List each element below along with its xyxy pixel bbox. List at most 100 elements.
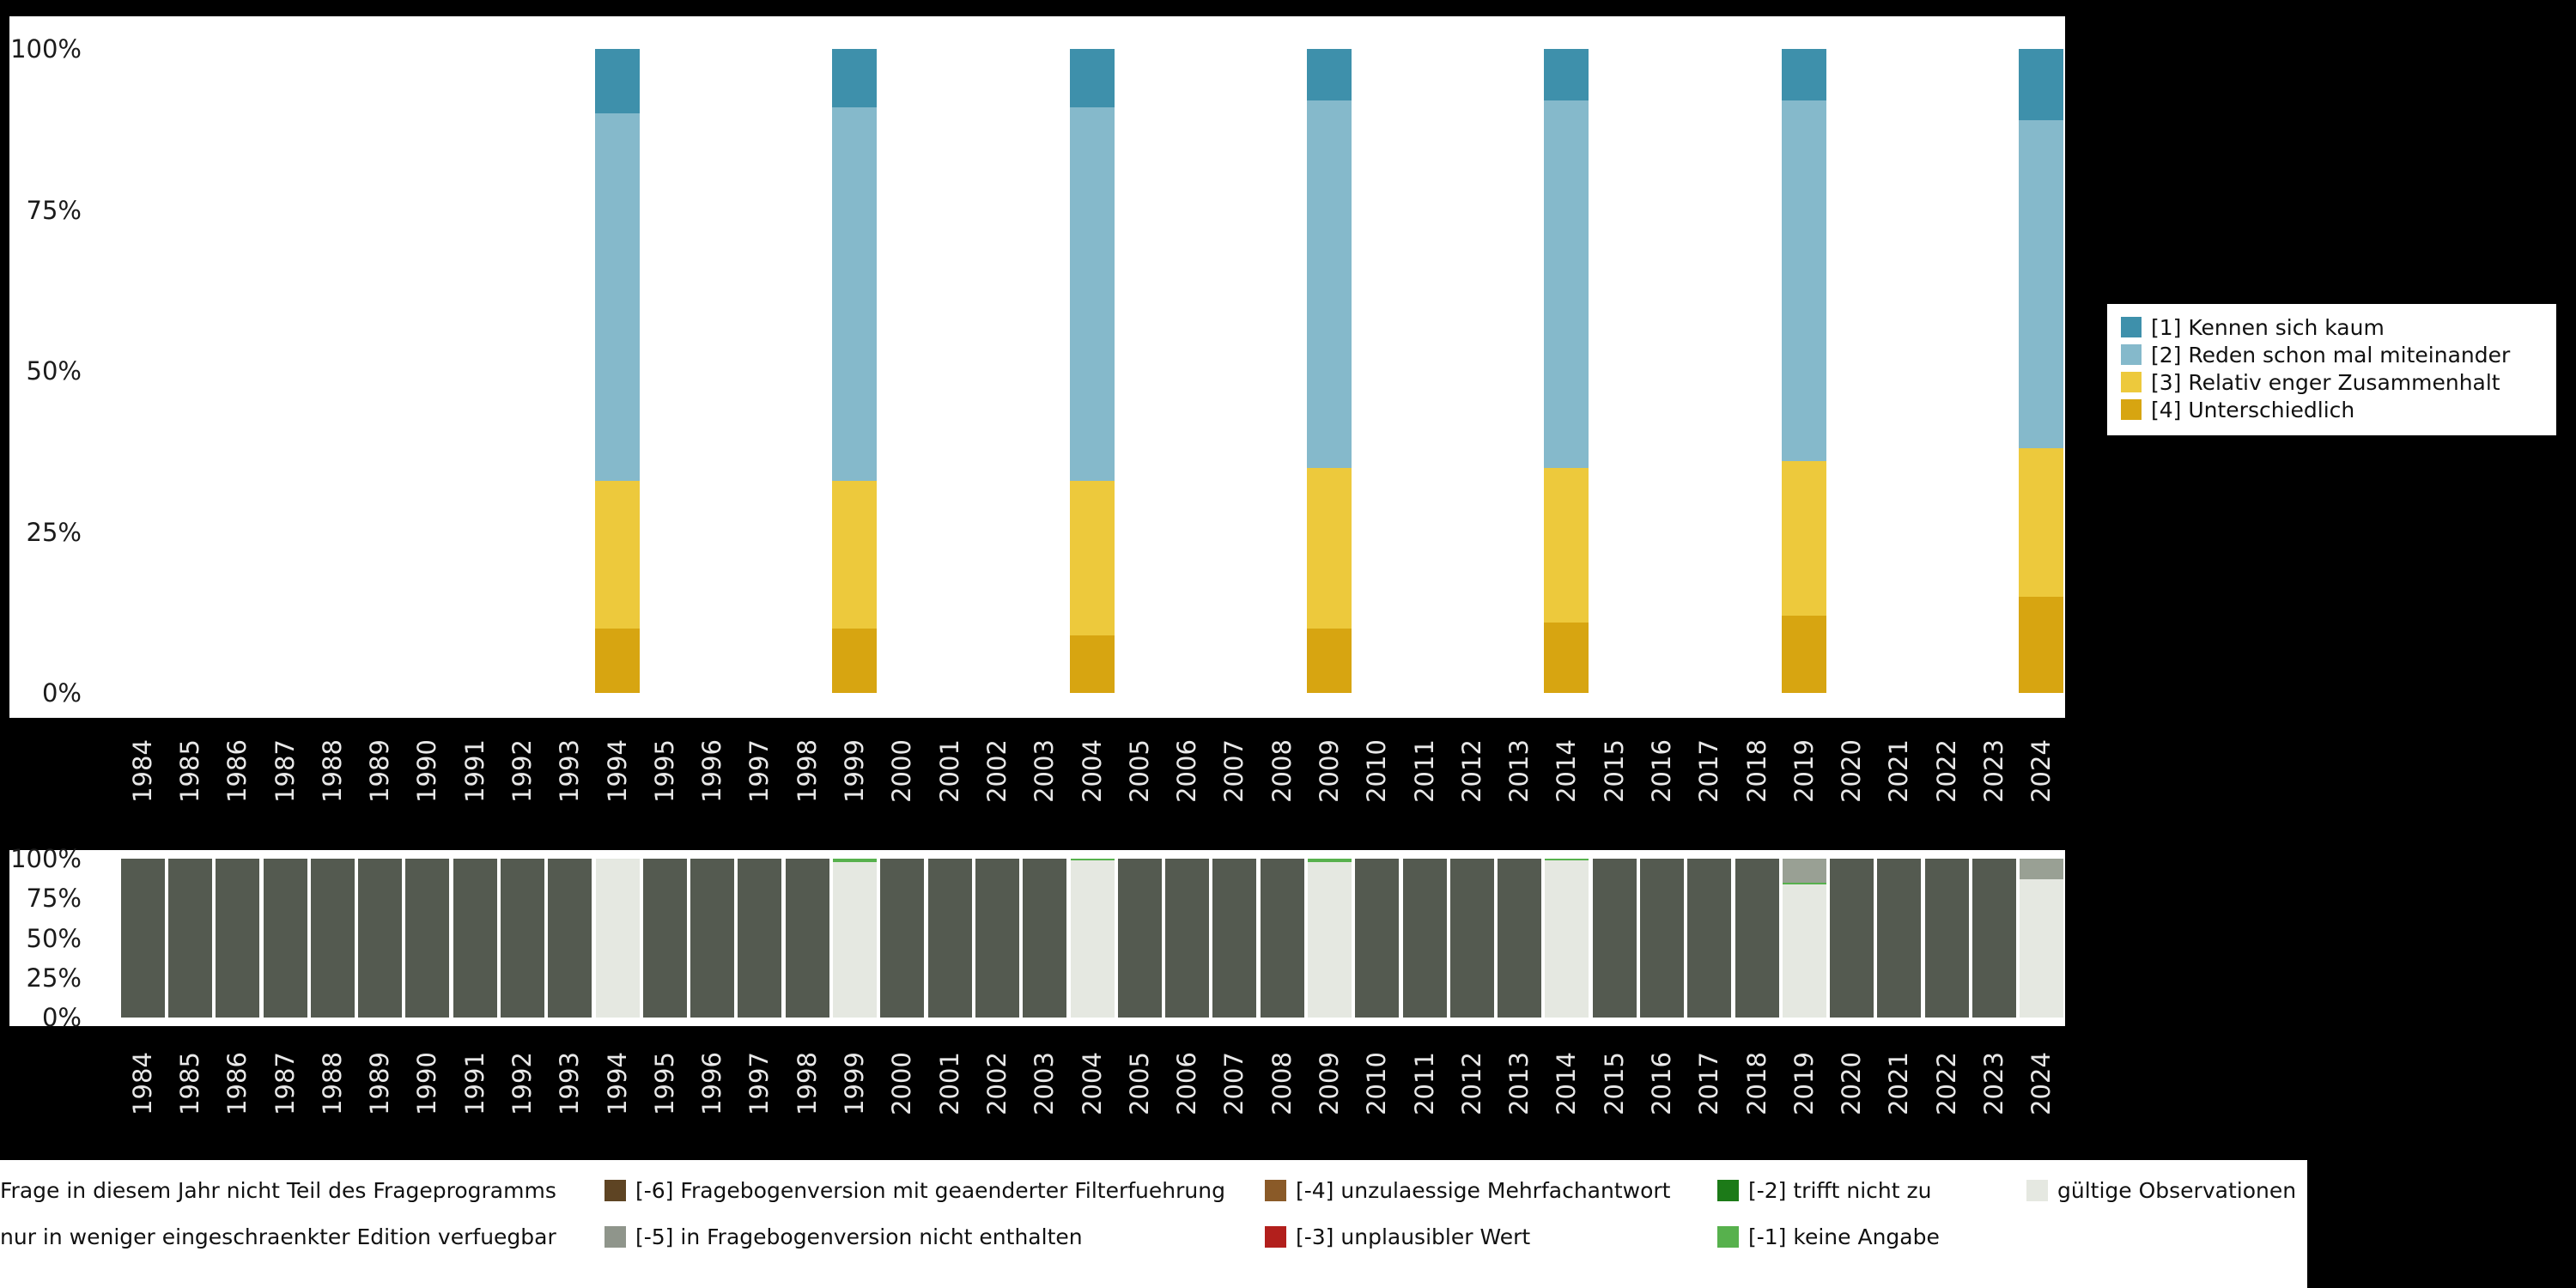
main-legend-item[interactable]: [2] Reden schon mal miteinander bbox=[2121, 341, 2543, 368]
missings-bar-segment[interactable] bbox=[358, 859, 403, 1018]
missings-legend-item: [-6] Fragebogenversion mit geaenderter F… bbox=[605, 1177, 1225, 1203]
legend-item-label: [3] Relativ enger Zusammenhalt bbox=[2151, 369, 2500, 395]
missings-bar-segment[interactable] bbox=[1545, 859, 1589, 860]
main-legend-item[interactable]: [1] Kennen sich kaum bbox=[2121, 313, 2543, 341]
missings-bar-segment[interactable] bbox=[1830, 859, 1874, 1018]
missings-bar-segment[interactable] bbox=[1735, 859, 1779, 1018]
missings-chart-year-label: 2017 bbox=[1694, 1052, 1724, 1115]
main-legend-item[interactable]: [3] Relativ enger Zusammenhalt bbox=[2121, 368, 2543, 396]
main-bar-segment[interactable] bbox=[594, 113, 640, 481]
main-bar-segment[interactable] bbox=[2019, 49, 2064, 120]
missings-bar-segment[interactable] bbox=[405, 859, 450, 1018]
main-bar-segment[interactable] bbox=[1781, 100, 1826, 461]
missings-bar-segment[interactable] bbox=[548, 859, 592, 1018]
missings-bar-segment[interactable] bbox=[500, 859, 544, 1018]
main-bar-segment[interactable] bbox=[594, 629, 640, 693]
missings-chart-year-label: 2010 bbox=[1362, 1052, 1392, 1115]
missings-bar-segment[interactable] bbox=[216, 859, 260, 1018]
main-bar-segment[interactable] bbox=[832, 106, 878, 481]
main-bar-segment[interactable] bbox=[594, 49, 640, 113]
missings-bar-segment[interactable] bbox=[1545, 860, 1589, 1018]
missings-bar-segment[interactable] bbox=[1687, 859, 1732, 1018]
missings-bar-segment[interactable] bbox=[1307, 859, 1352, 862]
missings-bar-segment[interactable] bbox=[738, 859, 782, 1018]
main-bar-segment[interactable] bbox=[1069, 635, 1115, 693]
main-chart-year-label: 2017 bbox=[1694, 739, 1724, 803]
missings-bar-segment[interactable] bbox=[1260, 859, 1304, 1018]
missings-bar-segment[interactable] bbox=[1972, 859, 2017, 1018]
missings-bar-segment[interactable] bbox=[1640, 859, 1684, 1018]
main-chart-year-label: 1997 bbox=[744, 739, 775, 803]
missings-bar-segment[interactable] bbox=[927, 859, 972, 1018]
missings-chart-year-label: 1987 bbox=[270, 1052, 300, 1115]
missings-bar-segment[interactable] bbox=[833, 861, 878, 1018]
missings-bar-segment[interactable] bbox=[1924, 859, 1969, 1018]
main-bar-segment[interactable] bbox=[1544, 100, 1589, 468]
missings-bar-segment[interactable] bbox=[1070, 859, 1115, 860]
main-bar-segment[interactable] bbox=[832, 480, 878, 629]
main-bar-segment[interactable] bbox=[2019, 596, 2064, 693]
missings-bar-segment[interactable] bbox=[453, 859, 497, 1018]
missings-bar-segment[interactable] bbox=[167, 859, 212, 1018]
main-bar-segment[interactable] bbox=[1781, 616, 1826, 693]
main-bar-segment[interactable] bbox=[832, 629, 878, 693]
main-bar-segment[interactable] bbox=[2019, 119, 2064, 448]
missings-chart-year-label: 2023 bbox=[1979, 1052, 2009, 1115]
main-bar-segment[interactable] bbox=[1306, 100, 1352, 468]
missings-bar-segment[interactable] bbox=[1498, 859, 1542, 1018]
main-bar-segment[interactable] bbox=[1069, 106, 1115, 481]
missings-legend-item: [-3] unplausibler Wert bbox=[1265, 1224, 1530, 1249]
missings-bar-segment[interactable] bbox=[690, 859, 735, 1018]
main-chart-year-label: 2014 bbox=[1552, 739, 1582, 803]
main-bar-segment[interactable] bbox=[1544, 622, 1589, 693]
missings-bar-segment[interactable] bbox=[310, 859, 355, 1018]
missings-bar-segment[interactable] bbox=[1782, 882, 1826, 884]
main-bar-segment[interactable] bbox=[1306, 467, 1352, 629]
missings-bar-segment[interactable] bbox=[1212, 859, 1257, 1018]
missings-legend-item: Frage in diesem Jahr nicht Teil des Frag… bbox=[0, 1177, 556, 1203]
missings-chart-year-label: 2024 bbox=[2026, 1052, 2057, 1115]
missings-bar-segment[interactable] bbox=[120, 859, 165, 1018]
missings-bar-segment[interactable] bbox=[1070, 860, 1115, 1018]
missings-bar-segment[interactable] bbox=[2020, 859, 2064, 880]
missings-bar-segment[interactable] bbox=[1782, 859, 1826, 883]
main-bar-segment[interactable] bbox=[1306, 629, 1352, 693]
main-legend-item[interactable]: [4] Unterschiedlich bbox=[2121, 396, 2543, 423]
missings-bar-segment[interactable] bbox=[1165, 859, 1210, 1018]
missings-bar-segment[interactable] bbox=[833, 859, 878, 862]
missings-bar-segment[interactable] bbox=[1355, 859, 1400, 1018]
missings-chart-ytick-label: 25% bbox=[26, 963, 82, 993]
missings-legend-item: [-4] unzulaessige Mehrfachantwort bbox=[1265, 1177, 1670, 1203]
missings-chart-year-label: 1989 bbox=[365, 1052, 395, 1115]
missings-bar-segment[interactable] bbox=[1402, 859, 1447, 1018]
missings-bar-segment[interactable] bbox=[1307, 861, 1352, 1018]
main-bar-segment[interactable] bbox=[594, 480, 640, 629]
main-bar-segment[interactable] bbox=[2019, 448, 2064, 597]
missings-bar-segment[interactable] bbox=[1023, 859, 1067, 1018]
missings-chart-year-label: 2019 bbox=[1789, 1052, 1819, 1115]
main-bar-segment[interactable] bbox=[1544, 49, 1589, 100]
missings-chart-year-label: 1992 bbox=[507, 1052, 537, 1115]
missings-bar-segment[interactable] bbox=[785, 859, 829, 1018]
missings-bar-segment[interactable] bbox=[975, 859, 1019, 1018]
main-bar-segment[interactable] bbox=[1069, 49, 1115, 107]
main-bar-segment[interactable] bbox=[1544, 467, 1589, 623]
legend-item-label: [4] Unterschiedlich bbox=[2151, 397, 2355, 422]
missings-bar-segment[interactable] bbox=[1877, 859, 1922, 1018]
main-bar-segment[interactable] bbox=[1306, 49, 1352, 100]
main-bar-segment[interactable] bbox=[1069, 480, 1115, 635]
missings-bar-segment[interactable] bbox=[1782, 884, 1826, 1018]
legend-swatch-icon bbox=[2121, 399, 2142, 420]
missings-bar-segment[interactable] bbox=[880, 859, 925, 1018]
missings-bar-segment[interactable] bbox=[1592, 859, 1637, 1018]
missings-bar-segment[interactable] bbox=[2020, 879, 2064, 1018]
main-bar-segment[interactable] bbox=[1781, 49, 1826, 100]
main-bar-segment[interactable] bbox=[1781, 461, 1826, 616]
missings-bar-segment[interactable] bbox=[595, 859, 640, 1018]
missings-bar-segment[interactable] bbox=[1449, 859, 1494, 1018]
missings-bar-segment[interactable] bbox=[642, 859, 687, 1018]
missings-bar-segment[interactable] bbox=[263, 859, 307, 1018]
missings-bar-segment[interactable] bbox=[1117, 859, 1162, 1018]
main-bar-segment[interactable] bbox=[832, 49, 878, 107]
missings-chart-year-label: 1990 bbox=[412, 1052, 442, 1115]
